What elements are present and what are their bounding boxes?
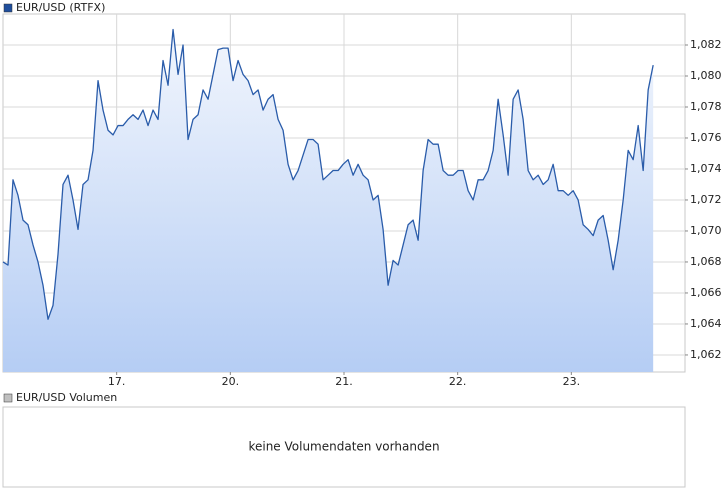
y-tick-label: 1,082 [690,38,722,51]
x-tick-label: 23. [563,375,581,388]
volume-legend-label: EUR/USD Volumen [16,391,117,404]
y-tick-label: 1,074 [690,162,722,175]
volume-frame [2,406,686,488]
volume-legend-swatch [3,393,13,403]
y-tick-label: 1,070 [690,224,722,237]
volume-message: keine Volumendaten vorhanden [248,440,439,454]
y-tick-label: 1,078 [690,100,722,113]
legend-label: EUR/USD (RTFX) [16,1,105,14]
x-tick-label: 22. [449,375,467,388]
legend-swatch [3,3,13,13]
y-tick-label: 1,064 [690,317,722,330]
y-tick-label: 1,076 [690,131,722,144]
y-tick-label: 1,062 [690,348,722,361]
x-tick-label: 21. [335,375,353,388]
area [3,29,654,372]
x-tick-label: 17. [108,375,126,388]
x-tick-label: 20. [222,375,240,388]
y-tick-label: 1,066 [690,286,722,299]
y-tick-label: 1,072 [690,193,722,206]
y-tick-label: 1,068 [690,255,722,268]
line [2,28,654,320]
y-tick-label: 1,080 [690,69,722,82]
